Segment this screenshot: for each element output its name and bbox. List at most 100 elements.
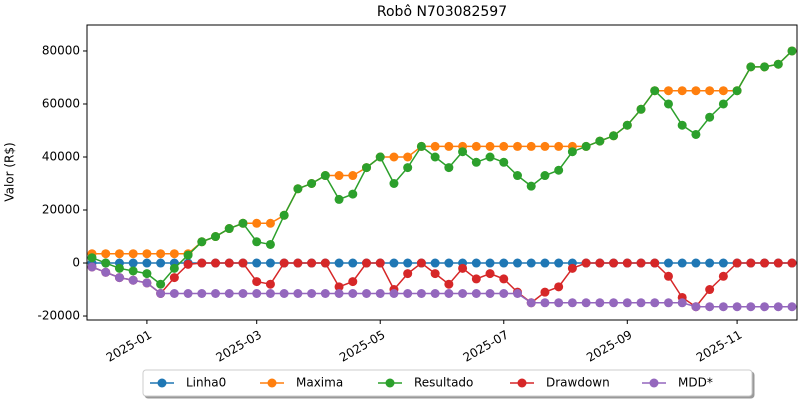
- data-point: [567, 298, 577, 308]
- data-point: [773, 59, 783, 69]
- data-point: [718, 258, 728, 268]
- data-point: [485, 288, 495, 298]
- data-point: [403, 152, 413, 162]
- data-point: [265, 258, 275, 268]
- data-point: [499, 258, 509, 268]
- data-point: [307, 258, 317, 268]
- data-point: [279, 288, 289, 298]
- data-point: [554, 298, 564, 308]
- data-point: [746, 258, 756, 268]
- data-point: [471, 258, 481, 268]
- data-point: [554, 282, 564, 292]
- data-point: [375, 258, 385, 268]
- data-point: [169, 288, 179, 298]
- legend-marker: [267, 378, 277, 388]
- data-point: [581, 141, 591, 151]
- data-point: [348, 277, 358, 287]
- y-tick-label: 40000: [42, 149, 80, 163]
- data-point: [114, 249, 124, 259]
- data-point: [663, 271, 673, 281]
- data-point: [705, 112, 715, 122]
- data-point: [718, 86, 728, 96]
- data-point: [705, 86, 715, 96]
- data-point: [705, 302, 715, 312]
- plot-area: [87, 46, 797, 312]
- data-point: [787, 258, 797, 268]
- data-point: [307, 288, 317, 298]
- data-point: [471, 274, 481, 284]
- data-point: [663, 86, 673, 96]
- x-tick-label: 2025-05: [337, 328, 387, 365]
- data-point: [348, 288, 358, 298]
- data-point: [760, 258, 770, 268]
- data-point: [279, 210, 289, 220]
- legend-box: [142, 369, 753, 397]
- data-point: [485, 141, 495, 151]
- data-point: [609, 298, 619, 308]
- data-point: [512, 141, 522, 151]
- data-point: [403, 258, 413, 268]
- data-point: [540, 141, 550, 151]
- y-axis-label: Valor (R$): [3, 142, 17, 201]
- data-point: [128, 266, 138, 276]
- data-point: [252, 288, 262, 298]
- data-point: [114, 273, 124, 283]
- data-point: [458, 263, 468, 273]
- data-point: [142, 269, 152, 279]
- data-point: [265, 218, 275, 228]
- data-point: [691, 129, 701, 139]
- data-point: [622, 120, 632, 130]
- data-point: [718, 271, 728, 281]
- data-point: [252, 258, 262, 268]
- data-point: [650, 86, 660, 96]
- data-point: [663, 258, 673, 268]
- data-point: [87, 253, 97, 263]
- legend-marker: [385, 378, 395, 388]
- data-point: [211, 258, 221, 268]
- data-point: [718, 302, 728, 312]
- data-point: [636, 258, 646, 268]
- data-point: [540, 171, 550, 181]
- data-point: [677, 86, 687, 96]
- data-point: [265, 288, 275, 298]
- data-point: [718, 99, 728, 109]
- data-point: [238, 258, 248, 268]
- data-point: [622, 258, 632, 268]
- data-point: [252, 277, 262, 287]
- data-point: [389, 288, 399, 298]
- data-point: [458, 147, 468, 157]
- series-line: [91, 262, 792, 308]
- data-point: [705, 285, 715, 295]
- data-point: [636, 104, 646, 114]
- data-point: [732, 302, 742, 312]
- data-point: [128, 258, 138, 268]
- x-tick-label: 2025-07: [461, 328, 511, 365]
- data-point: [705, 258, 715, 268]
- data-point: [293, 184, 303, 194]
- data-point: [197, 288, 207, 298]
- data-point: [197, 237, 207, 247]
- data-point: [499, 141, 509, 151]
- data-point: [238, 218, 248, 228]
- legend-label: Drawdown: [546, 376, 610, 390]
- data-point: [430, 269, 440, 279]
- x-tick-label: 2025-03: [214, 328, 264, 365]
- legend-label: MDD*: [678, 376, 713, 390]
- data-point: [595, 258, 605, 268]
- data-point: [197, 258, 207, 268]
- y-tick-label: 80000: [42, 43, 80, 57]
- data-point: [334, 288, 344, 298]
- data-point: [334, 282, 344, 292]
- data-point: [444, 141, 454, 151]
- data-point: [691, 258, 701, 268]
- data-point: [732, 258, 742, 268]
- data-point: [87, 262, 97, 272]
- data-point: [526, 298, 536, 308]
- data-point: [252, 218, 262, 228]
- data-point: [499, 157, 509, 167]
- data-point: [156, 249, 166, 259]
- data-point: [403, 163, 413, 173]
- data-point: [554, 165, 564, 175]
- data-point: [554, 258, 564, 268]
- data-point: [128, 249, 138, 259]
